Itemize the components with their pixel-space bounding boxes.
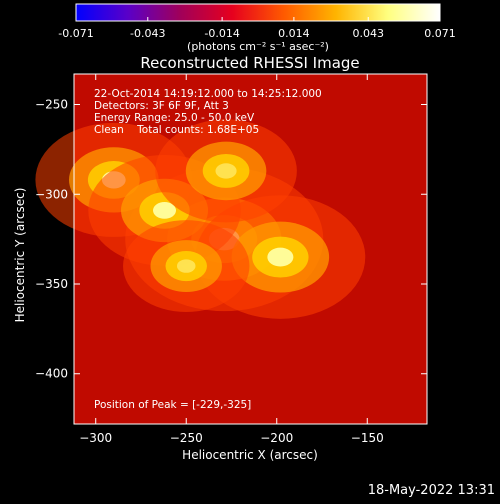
annotation-energy: Energy Range: 25.0 - 50.0 keV <box>94 112 255 124</box>
y-tick-label: −350 <box>35 277 68 291</box>
y-tick-label: −400 <box>35 367 68 381</box>
y-axis-ticks: −250 −300 −350 −400 <box>35 98 427 381</box>
x-axis-label: Heliocentric X (arcsec) <box>182 448 318 462</box>
x-tick-label: −300 <box>79 431 112 445</box>
peak-position-label: Position of Peak = [-229,-325] <box>94 399 251 411</box>
colorbar-tick-label: 0.071 <box>424 27 456 40</box>
colorbar-tick-label: 0.043 <box>352 27 384 40</box>
x-tick-label: −200 <box>260 431 293 445</box>
annotation-time: 22-Oct-2014 14:19:12.000 to 14:25:12.000 <box>94 88 322 100</box>
heat-layer <box>35 119 366 319</box>
colorbar-unit-label: (photons cm⁻² s⁻¹ asec⁻²) <box>187 40 329 53</box>
emission-source-blob <box>267 247 294 267</box>
colorbar-tick-label: 0.014 <box>278 27 310 40</box>
x-tick-label: −250 <box>170 431 203 445</box>
annotations: 22-Oct-2014 14:19:12.000 to 14:25:12.000… <box>94 88 322 411</box>
y-tick-label: −250 <box>35 98 68 112</box>
emission-source-blob <box>176 259 196 273</box>
colorbar <box>75 3 441 22</box>
y-axis-label: Heliocentric Y (arcsec) <box>13 188 27 323</box>
image-area <box>35 73 428 425</box>
emission-source-blob <box>153 202 177 219</box>
annotation-counts: Clean Total counts: 1.68E+05 <box>94 124 259 136</box>
image-frame <box>73 73 428 425</box>
footer-timestamp: 18-May-2022 13:31 <box>368 483 495 498</box>
x-axis-ticks: −300 −250 −200 −150 <box>79 74 384 445</box>
x-tick-label: −150 <box>351 431 384 445</box>
annotation-detectors: Detectors: 3F 6F 9F, Att 3 <box>94 100 229 112</box>
colorbar-ticks: -0.071 -0.043 -0.014 0.014 0.043 0.071 <box>58 17 456 40</box>
colorbar-tick-label: -0.014 <box>204 27 239 40</box>
y-tick-label: −300 <box>35 187 68 201</box>
emission-source-blob <box>215 163 237 179</box>
chart-title: Reconstructed RHESSI Image <box>140 54 359 72</box>
colorbar-tick-label: -0.071 <box>58 27 93 40</box>
colorbar-tick-label: -0.043 <box>130 27 165 40</box>
